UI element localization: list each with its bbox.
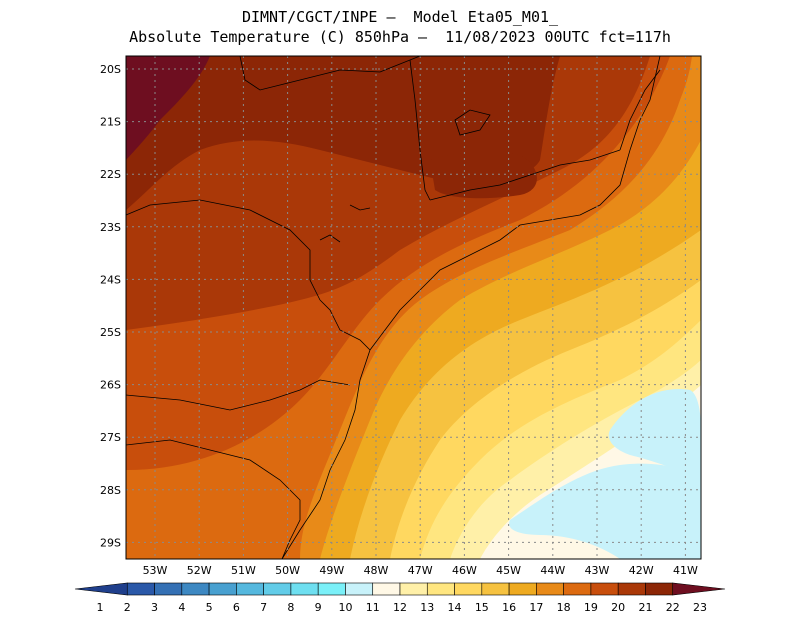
lon-label: 47W [408, 564, 433, 577]
colorbar-segment [126, 582, 155, 596]
lat-label: 28S [100, 484, 121, 497]
colorbar-label: 20 [611, 601, 625, 614]
colorbar-label: 14 [448, 601, 462, 614]
colorbar-label: 19 [584, 601, 598, 614]
colorbar-segment [263, 582, 292, 596]
colorbar-segment [154, 582, 183, 596]
chart-title-line1: DIMNT/CGCT/INPE – Model Eta05_M01_ [241, 8, 559, 26]
map-frame [125, 55, 702, 560]
lat-label: 29S [100, 536, 121, 549]
lat-label: 27S [100, 431, 121, 444]
longitude-labels: 53W 52W 51W 50W 49W 48W 47W 46W 45W 44W 43W 42W 41W [143, 564, 698, 577]
colorbar-label: 1 [97, 601, 104, 614]
colorbar-segment [208, 582, 237, 596]
colorbar-segment [426, 582, 455, 596]
colorbar-label: 21 [638, 601, 652, 614]
colorbar-label: 5 [206, 601, 213, 614]
colorbar-segment [74, 582, 128, 596]
colorbar-label: 10 [338, 601, 352, 614]
lat-label: 23S [100, 221, 121, 234]
lon-label: 44W [540, 564, 565, 577]
lat-label: 25S [100, 326, 121, 339]
lon-label: 51W [231, 564, 256, 577]
lat-label: 22S [100, 168, 121, 181]
colorbar-labels: 1 2 3 4 5 6 7 8 9 10 11 12 13 14 15 16 17 18 19 20 21 22 23 [97, 601, 708, 614]
lon-label: 41W [673, 564, 698, 577]
colorbar-label: 9 [315, 601, 322, 614]
colorbar-label: 13 [420, 601, 434, 614]
lon-label: 48W [364, 564, 389, 577]
colorbar-segment [672, 582, 726, 596]
colorbar-segment [617, 582, 646, 596]
lon-label: 43W [585, 564, 610, 577]
colorbar-label: 7 [260, 601, 267, 614]
colorbar-segment [290, 582, 319, 596]
colorbar-label: 17 [529, 601, 543, 614]
temp-zone-22 [126, 56, 210, 160]
lon-label: 52W [187, 564, 212, 577]
colorbar-segment [536, 582, 564, 596]
colorbar-segment [563, 582, 592, 596]
colorbar-label: 16 [502, 601, 516, 614]
colorbar-label: 22 [666, 601, 680, 614]
colorbar-label: 3 [151, 601, 158, 614]
colorbar-label: 11 [366, 601, 380, 614]
lon-label: 46W [452, 564, 477, 577]
lon-label: 53W [143, 564, 168, 577]
lon-label: 45W [496, 564, 521, 577]
chart-title-line2: Absolute Temperature (C) 850hPa – 11/08/… [129, 28, 671, 46]
colorbar-label: 15 [475, 601, 489, 614]
colorbar-segment [345, 582, 374, 596]
colorbar-segment [454, 582, 483, 596]
lat-label: 26S [100, 379, 121, 392]
colorbar [74, 582, 726, 596]
temp-zone-10b [509, 463, 701, 559]
colorbar-label: 18 [557, 601, 571, 614]
colorbar-segment [317, 582, 346, 596]
colorbar-segment [481, 582, 510, 596]
colorbar-label: 8 [287, 601, 294, 614]
colorbar-label: 12 [393, 601, 407, 614]
lon-label: 42W [629, 564, 654, 577]
colorbar-label: 23 [693, 601, 707, 614]
colorbar-segment [372, 582, 401, 596]
borders [125, 55, 661, 560]
latitude-labels: 20S 21S 22S 23S 24S 25S 26S 27S 28S 29S [100, 63, 121, 549]
colorbar-label: 4 [178, 601, 185, 614]
lat-label: 20S [100, 63, 121, 76]
colorbar-segment [508, 582, 537, 596]
temp-zone-21b [430, 151, 537, 199]
colorbar-label: 6 [233, 601, 240, 614]
lat-label: 21S [100, 116, 121, 129]
lat-label: 24S [100, 273, 121, 286]
temperature-field [126, 56, 701, 559]
colorbar-segment [399, 582, 428, 596]
colorbar-segment [645, 582, 674, 596]
colorbar-segment [181, 582, 210, 596]
colorbar-label: 2 [124, 601, 131, 614]
colorbar-segment [590, 582, 619, 596]
colorbar-segment [236, 582, 264, 596]
lon-label: 50W [275, 564, 300, 577]
temp-zone-10a [608, 389, 701, 480]
lon-label: 49W [319, 564, 344, 577]
